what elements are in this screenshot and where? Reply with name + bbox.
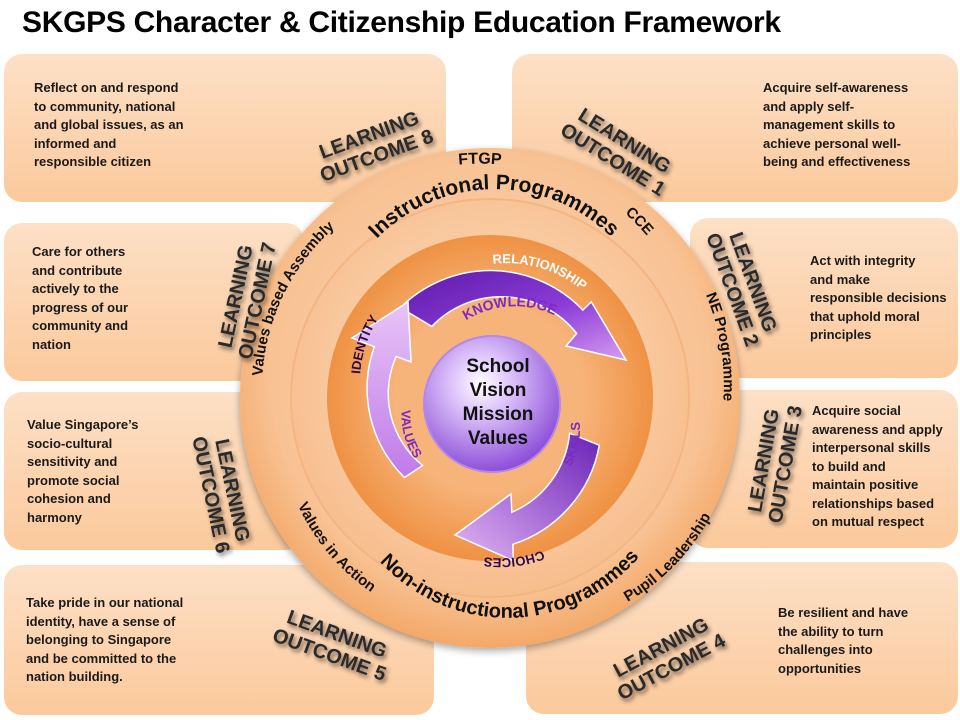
lo-6-label: LEARNING OUTCOME 6 bbox=[187, 434, 253, 555]
ftgp-label: FTGP bbox=[458, 151, 503, 169]
outcome-3-text: Acquire social awareness and apply interpe… bbox=[812, 403, 943, 529]
choices-arrow bbox=[453, 432, 601, 562]
outcome-7-text: Care for others and contribute actively to… bbox=[32, 244, 129, 352]
core-line-3: Mission bbox=[463, 404, 534, 425]
relationship-arrow bbox=[399, 269, 628, 362]
outcome-8-panel: Reflect on and respond to community, nati… bbox=[4, 54, 446, 202]
identity-arrow bbox=[350, 300, 424, 479]
outcome-4-text: Be resilient and have the ability to turn… bbox=[778, 605, 909, 676]
lo-4-label: LEARNING OUTCOME 4 bbox=[610, 614, 730, 705]
core-circle bbox=[423, 335, 561, 473]
outcome-1-panel: Acquire self-awareness and apply self-man… bbox=[512, 54, 958, 202]
outcome-2-text: Act with integrity and make responsible de… bbox=[810, 253, 947, 342]
outcome-8-text: Reflect on and respond to community, nati… bbox=[34, 80, 184, 169]
core-line-2: Vision bbox=[470, 380, 527, 401]
lo-3-label: LEARNING OUTCOME 3 bbox=[744, 404, 807, 525]
core-text: School Vision Mission Values bbox=[463, 356, 534, 449]
outcome-6-text: Value Singapore’s socio-cultural sensitivi… bbox=[27, 417, 139, 525]
core-line-4: Values bbox=[468, 428, 528, 449]
outcome-5-text: Take pride in our national identity, have… bbox=[26, 595, 184, 684]
page-title: SKGPS Character & Citizenship Education … bbox=[22, 6, 781, 39]
core-line-1: School bbox=[466, 356, 529, 377]
outcome-1-text: Acquire self-awareness and apply self-man… bbox=[763, 80, 911, 169]
